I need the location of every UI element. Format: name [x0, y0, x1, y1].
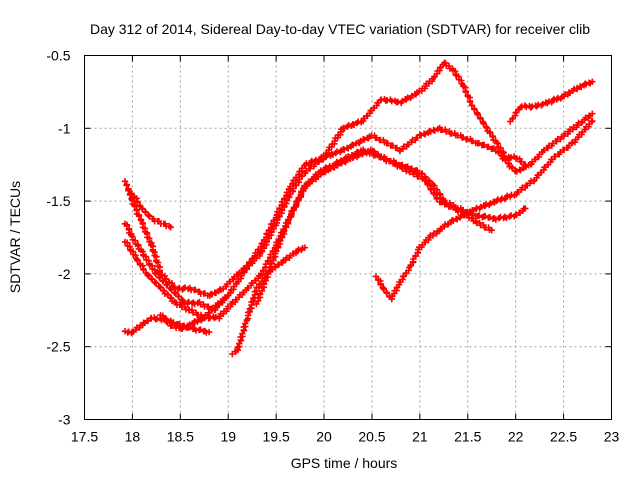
y-tick-label: -1 — [58, 120, 71, 136]
x-tick-label: 19 — [220, 429, 236, 445]
x-tick-label: 18 — [125, 429, 141, 445]
x-tick-label: 19.5 — [263, 429, 290, 445]
x-tick-label: 22 — [508, 429, 524, 445]
y-tick-labels: -0.5 -1 -1.5 -2 -2.5 -3 — [46, 48, 70, 428]
series-sat-8 — [253, 146, 529, 308]
y-tick-label: -3 — [58, 412, 71, 428]
grid-lines — [84, 55, 612, 420]
x-tick-label: 17.5 — [71, 429, 98, 445]
series-sat-10 — [507, 78, 596, 125]
series-sat-9 — [372, 117, 596, 303]
x-tick-label: 20.5 — [358, 429, 385, 445]
x-axis-label: GPS time / hours — [291, 455, 398, 471]
series-markers — [121, 314, 213, 337]
data-series-group — [121, 59, 596, 358]
series-sat-4 — [128, 190, 174, 231]
y-tick-label: -2 — [58, 266, 71, 282]
series-markers — [128, 190, 174, 231]
series-sat-6 — [121, 314, 213, 337]
x-tick-label: 20 — [316, 429, 332, 445]
plot-frame — [84, 55, 612, 420]
y-tick-label: -1.5 — [46, 193, 70, 209]
series-sat-1 — [121, 59, 529, 299]
series-markers — [507, 78, 596, 125]
x-tick-label: 22.5 — [550, 429, 577, 445]
y-tick-label: -2.5 — [46, 339, 70, 355]
y-tick-label: -0.5 — [46, 48, 70, 64]
series-markers — [372, 117, 596, 303]
chart-title: Day 312 of 2014, Sidereal Day-to-day VTE… — [90, 21, 590, 37]
x-tick-labels: 17.5 18 18.5 19 19.5 20 20.5 21 21.5 22 22.5 23 — [71, 429, 620, 445]
x-tick-label: 23 — [604, 429, 620, 445]
x-tick-label: 21.5 — [454, 429, 481, 445]
x-tick-label: 21 — [412, 429, 428, 445]
axis-ticks — [84, 55, 612, 420]
y-axis-label: SDTVAR / TECUs — [7, 181, 23, 293]
x-tick-label: 18.5 — [167, 429, 194, 445]
series-markers — [253, 146, 529, 308]
series-markers — [121, 59, 529, 299]
